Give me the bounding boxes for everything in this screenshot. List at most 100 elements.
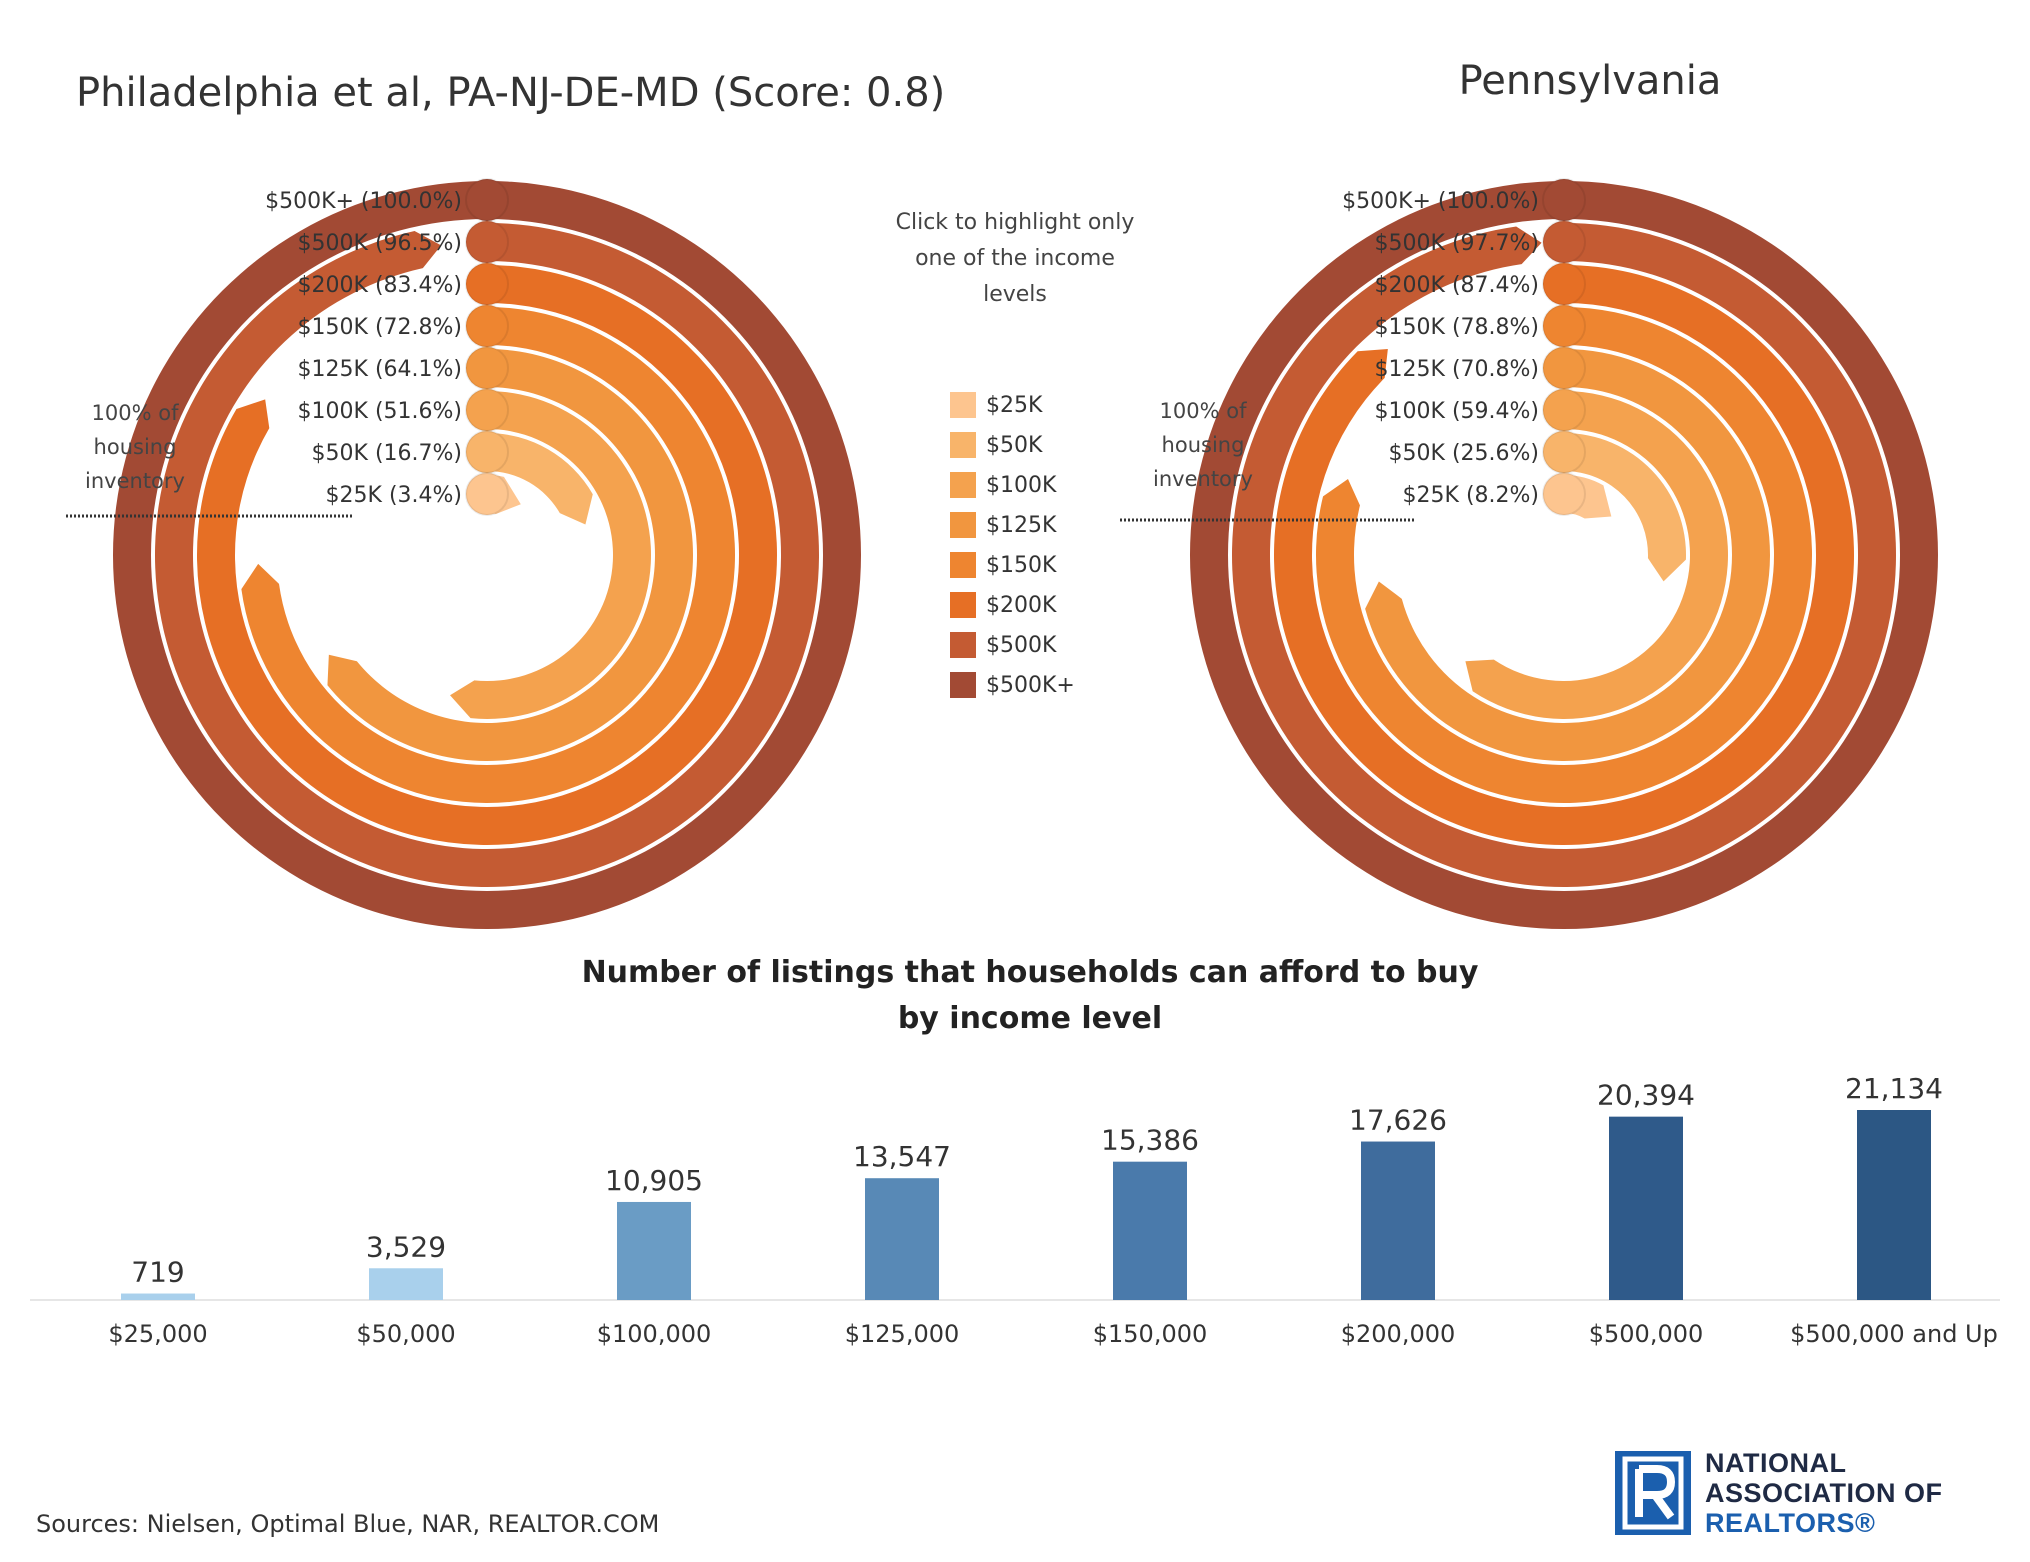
radial-arc-$50K[interactable] [1564,433,1686,582]
bar-$125,000[interactable] [865,1178,939,1300]
legend-item-$125K[interactable]: $125K [950,505,1075,545]
legend-label: $500K [986,632,1057,658]
legend-label: $150K [986,552,1057,578]
radial-label-$500K+: $500K+ (100.0%) [265,189,462,214]
legend-label: $50K [986,432,1043,458]
legend-label: $125K [986,512,1057,538]
legend-item-$500K+[interactable]: $500K+ [950,665,1075,705]
income-legend[interactable]: $25K $50K $100K $125K $150K $200K $500K $500K+ [950,385,1075,705]
legend-label: $100K [986,472,1057,498]
inventory-label-line: 100% of [1160,399,1248,423]
radial-label-$125K: $125K (70.8%) [1375,357,1539,382]
radial-knob-$500K[interactable] [465,220,509,264]
radial-label-$100K: $100K (59.4%) [1375,399,1539,424]
bar-value-label: 17,626 [1349,1104,1447,1137]
radial-knob-$500K+[interactable] [465,178,509,222]
legend-swatch [950,552,976,578]
inventory-label-line: inventory [1153,467,1253,491]
inventory-label-line: 100% of [92,401,180,425]
bar-value-label: 21,134 [1845,1072,1943,1105]
bar-$150,000[interactable] [1113,1161,1187,1300]
radial-knob-$50K[interactable] [465,430,509,474]
bar-chart-title-line-2: by income level [897,1001,1163,1036]
legend-swatch [950,512,976,538]
highlight-hint: Click to highlight only one of the incom… [895,210,1135,307]
chart-title-left: Philadelphia et al, PA-NJ-DE-MD (Score: … [76,70,946,116]
radial-label-$500K: $500K (97.7%) [1375,231,1539,256]
bar-$25,000[interactable] [121,1293,195,1300]
radial-label-$150K: $150K (72.8%) [298,315,462,340]
radial-knob-$125K[interactable] [465,346,509,390]
logo-text: NATIONAL ASSOCIATION OF REALTORS® [1705,1448,1943,1538]
radial-label-$50K: $50K (25.6%) [1389,441,1539,466]
legend-item-$25K[interactable]: $25K [950,385,1075,425]
radial-knob-$200K[interactable] [1542,262,1586,306]
radial-arc-$100K[interactable] [1465,391,1728,719]
bar-$500,000[interactable] [1609,1116,1683,1300]
nar-logo: NATIONAL ASSOCIATION OF REALTORS® [1615,1448,1943,1538]
legend-item-$200K[interactable]: $200K [950,585,1075,625]
bar-$50,000[interactable] [369,1268,443,1300]
logo-line-2: ASSOCIATION OF [1705,1478,1943,1508]
radial-knob-$500K[interactable] [1542,220,1586,264]
inventory-label-line: housing [1162,433,1245,457]
radial-label-$25K: $25K (8.2%) [1403,483,1539,508]
bar-category-label: $125,000 [845,1320,960,1348]
radial-knob-$125K[interactable] [1542,346,1586,390]
legend-swatch [950,432,976,458]
radial-knob-$200K[interactable] [465,262,509,306]
radial-knob-$25K[interactable] [1542,472,1586,516]
radial-knob-$100K[interactable] [1542,388,1586,432]
radial-label-$200K: $200K (83.4%) [298,273,462,298]
inventory-label-line: inventory [85,469,185,493]
logo-line-1: NATIONAL [1705,1448,1847,1478]
listings-bar-chart: 719 $25,000 3,529 $50,000 10,905 $100,000 13,5… [30,1072,2000,1348]
logo-line-3: REALTORS® [1705,1508,1876,1538]
bar-chart-title: Number of listings that households can a… [500,950,1560,1042]
radial-arc-$50K[interactable] [487,433,593,525]
bar-$100,000[interactable] [617,1201,691,1300]
radial-knob-$150K[interactable] [465,304,509,348]
legend-item-$100K[interactable]: $100K [950,465,1075,505]
radial-label-$200K: $200K (87.4%) [1375,273,1539,298]
radial-arc-$100K[interactable] [450,391,652,719]
radial-knob-$50K[interactable] [1542,430,1586,474]
bar-category-label: $200,000 [1341,1320,1456,1348]
bar-$500,000 and Up[interactable] [1857,1110,1931,1300]
chart-title-right: Pennsylvania [1458,58,1722,104]
radial-label-$50K: $50K (16.7%) [312,441,462,466]
radial-knob-$25K[interactable] [465,472,509,516]
radial-label-$125K: $125K (64.1%) [298,357,462,382]
bar-value-label: 10,905 [605,1164,703,1197]
legend-swatch [950,592,976,618]
legend-item-$50K[interactable]: $50K [950,425,1075,465]
legend-item-$500K[interactable]: $500K [950,625,1075,665]
radial-label-$500K: $500K (96.5%) [298,231,462,256]
radial-knob-$100K[interactable] [465,388,509,432]
legend-item-$150K[interactable]: $150K [950,545,1075,585]
realtor-r-logo-icon [1615,1451,1691,1535]
bar-category-label: $100,000 [597,1320,712,1348]
bar-value-label: 3,529 [366,1230,446,1263]
legend-label: $25K [986,392,1043,418]
radial-knob-$500K+[interactable] [1542,178,1586,222]
bar-category-label: $150,000 [1093,1320,1208,1348]
bar-$200,000[interactable] [1361,1141,1435,1300]
legend-swatch [950,672,976,698]
bar-category-label: $50,000 [356,1320,455,1348]
radial-chart-left: $500K+ (100.0%) $500K (96.5%) $200K (83.4%… [66,178,861,930]
radial-label-$500K+: $500K+ (100.0%) [1342,189,1539,214]
bar-category-label: $500,000 [1589,1320,1704,1348]
radial-knob-$150K[interactable] [1542,304,1586,348]
inventory-label-line: housing [94,435,177,459]
bar-category-label: $500,000 and Up [1790,1320,1998,1348]
legend-swatch [950,392,976,418]
bar-value-label: 20,394 [1597,1079,1695,1112]
bar-chart-title-line-1: Number of listings that households can a… [581,955,1479,990]
bar-value-label: 719 [131,1256,184,1289]
radial-arc-$125K[interactable] [327,349,693,761]
bar-category-label: $25,000 [108,1320,207,1348]
sources-note: Sources: Nielsen, Optimal Blue, NAR, REA… [36,1510,660,1538]
legend-swatch [950,472,976,498]
legend-swatch [950,632,976,658]
